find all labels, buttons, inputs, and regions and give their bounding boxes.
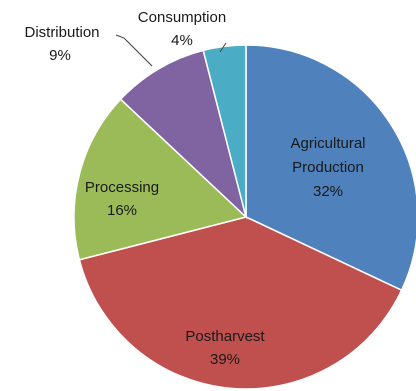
pie-slices [73, 44, 416, 390]
label-distribution-line1: Distribution [24, 24, 99, 41]
pie-slice-consumption [202, 44, 247, 218]
label-distribution-percent: 9% [49, 47, 71, 64]
label-consumption-line1: Consumption [138, 9, 226, 26]
pie-slice-processing [73, 98, 248, 261]
leader-line-consumption [219, 42, 227, 53]
label-agricultural-percent: 32% [313, 183, 343, 200]
label-agricultural-line1: Agricultural [290, 135, 365, 152]
label-processing-percent: 16% [107, 202, 137, 219]
leader-lines [115, 34, 227, 67]
label-consumption-percent: 4% [171, 32, 193, 49]
pie-slice-distribution [119, 49, 248, 220]
label-postharvest-percent: 39% [210, 351, 240, 368]
leader-line-distribution [115, 34, 153, 67]
label-processing-line1: Processing [85, 179, 159, 196]
label-agricultural-line2: Production [292, 159, 364, 176]
label-postharvest-line1: Postharvest [185, 328, 265, 345]
pie-slice-postharvest [78, 216, 403, 390]
pie-slice-agricultural [245, 44, 416, 292]
